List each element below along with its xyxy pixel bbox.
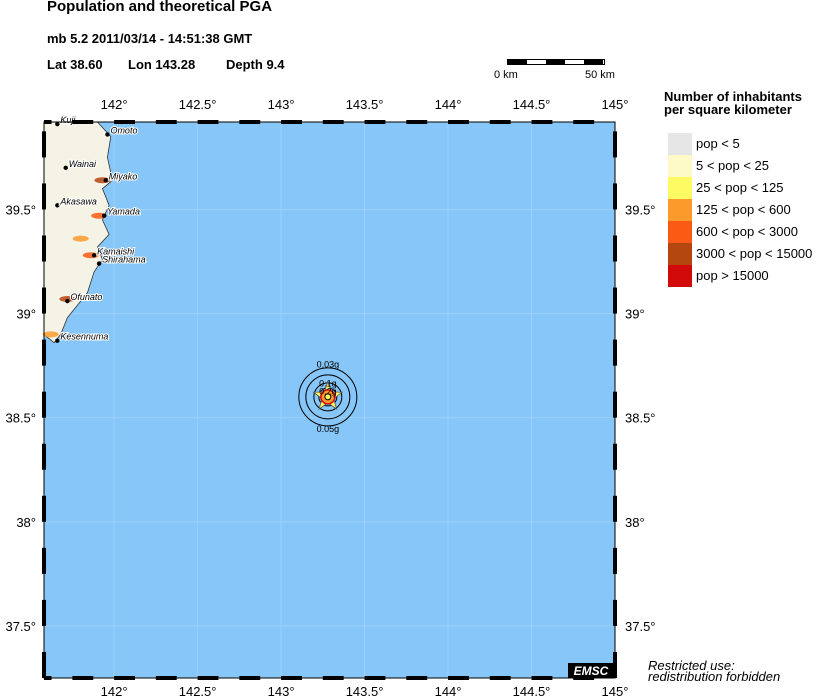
legend-title-line2: per square kilometer — [664, 102, 792, 117]
legend-label: 25 < pop < 125 — [696, 180, 784, 195]
city-marker — [55, 338, 60, 343]
legend-label: pop > 15000 — [696, 268, 769, 283]
lon-tick-top: 145° — [602, 97, 629, 112]
populated-area — [72, 235, 89, 242]
city-marker — [63, 165, 68, 171]
legend-label: 3000 < pop < 15000 — [696, 246, 813, 261]
city-marker — [65, 298, 70, 304]
lon-tick-top: 143.5° — [346, 97, 384, 112]
lat-tick-left: 38.5° — [5, 411, 36, 426]
populated-area — [42, 331, 59, 338]
usage-line1: Restricted use: — [648, 658, 735, 673]
lon-tick-top: 144.5° — [513, 97, 551, 112]
legend-title-line1: Number of inhabitants — [664, 89, 802, 104]
emsc-logo-text: EMSC — [574, 664, 609, 678]
lat-tick-left: 39.5° — [5, 202, 36, 217]
city-marker — [105, 132, 110, 137]
legend-label: 5 < pop < 25 — [696, 158, 770, 173]
lat-tick-right: 37.5° — [625, 619, 656, 634]
city-label: Wainai — [69, 159, 97, 169]
lon-tick-bottom: 143° — [268, 684, 295, 699]
pga-label: 0.03g — [317, 360, 340, 370]
scale-bar — [507, 59, 605, 65]
city-marker — [96, 261, 102, 266]
city-label: Kamaishi — [97, 246, 135, 256]
pga-label: 0.05g — [317, 424, 340, 434]
scale-start: 0 km — [494, 69, 518, 81]
city-label: Kesennuma — [60, 332, 108, 342]
event-line: mb 5.2 2011/03/14 - 14:51:38 GMT — [47, 31, 253, 46]
depth-label: Depth 9.4 — [226, 57, 285, 72]
lat-tick-right: 39° — [625, 307, 645, 322]
city-marker — [55, 203, 60, 208]
legend-swatch — [668, 265, 692, 287]
legend-label: pop < 5 — [696, 136, 740, 151]
lon-tick-bottom: 142.5° — [179, 684, 217, 699]
lat-tick-left: 37.5° — [5, 619, 36, 634]
lon-tick-bottom: 142° — [101, 684, 128, 699]
city-marker — [55, 121, 60, 127]
city-label: Shirahama — [102, 255, 146, 265]
legend-swatch — [668, 177, 692, 199]
city-marker — [103, 178, 108, 183]
lon-tick-top: 144° — [435, 97, 462, 112]
pga-label: 0.2g — [319, 387, 337, 397]
city-label: Yamada — [107, 207, 140, 217]
lat-tick-right: 38° — [625, 515, 645, 530]
lat-tick-right: 38.5° — [625, 411, 656, 426]
lon-label: Lon 143.28 — [128, 57, 196, 72]
legend-swatch — [668, 133, 692, 155]
city-label: Miyako — [109, 171, 138, 181]
legend-title: Number of inhabitants per square kilomet… — [664, 90, 802, 116]
scale-end: 50 km — [585, 69, 615, 81]
lon-tick-bottom: 144.5° — [513, 684, 551, 699]
legend-label: 600 < pop < 3000 — [696, 224, 798, 239]
lat-tick-right: 39.5° — [625, 202, 656, 217]
lon-tick-top: 142.5° — [179, 97, 217, 112]
legend-label: 125 < pop < 600 — [696, 202, 791, 217]
city-label: Akasawa — [59, 196, 97, 206]
lat-tick-left: 39° — [16, 307, 36, 322]
city-label: Ofunato — [70, 292, 102, 302]
usage-line2: redistribution forbidden — [648, 669, 781, 684]
lon-tick-top: 143° — [268, 97, 295, 112]
pga-label: 0.1g — [319, 378, 337, 388]
lon-tick-top: 142° — [101, 97, 128, 112]
usage-note: Restricted use: redistribution forbidden — [648, 658, 781, 684]
pga-contour — [305, 374, 351, 420]
legend-swatch — [668, 221, 692, 243]
lon-tick-bottom: 144° — [435, 684, 462, 699]
lon-tick-bottom: 143.5° — [346, 684, 384, 699]
lat-tick-left: 38° — [16, 515, 36, 530]
city-label: Omoto — [110, 125, 137, 135]
epicenter-dot — [324, 393, 332, 401]
city-marker — [101, 213, 107, 218]
pga-contour — [298, 367, 358, 427]
emsc-logo — [568, 663, 615, 678]
legend-swatch — [668, 199, 692, 221]
lon-tick-bottom: 145° — [602, 684, 629, 699]
land — [43, 121, 113, 344]
legend-swatch — [668, 155, 692, 177]
lat-label: Lat 38.60 — [47, 57, 103, 72]
legend-swatch — [668, 243, 692, 265]
map-title: Population and theoretical PGA — [47, 0, 273, 15]
city-marker — [91, 253, 97, 258]
